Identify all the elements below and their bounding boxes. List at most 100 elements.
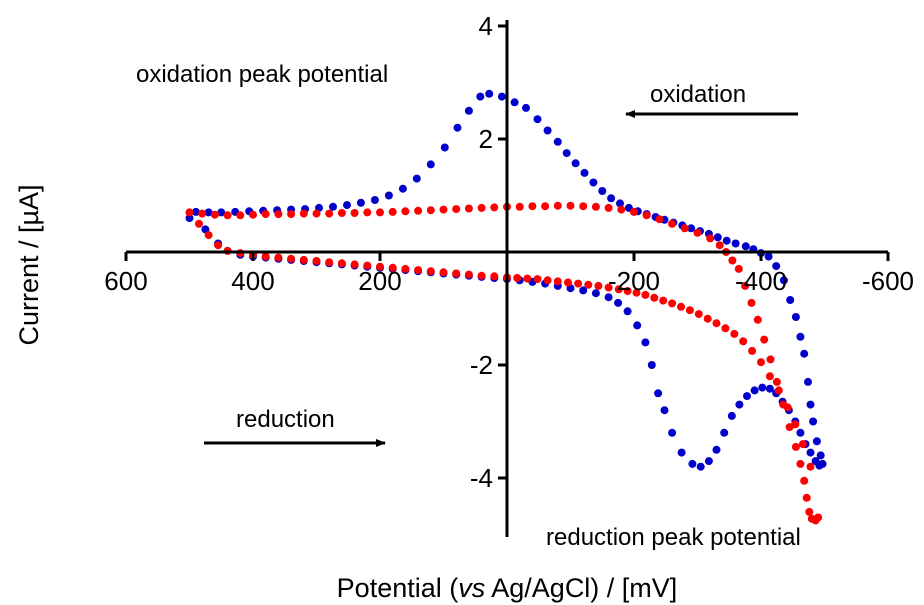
data-point bbox=[800, 349, 809, 358]
data-point bbox=[668, 428, 677, 437]
data-point bbox=[814, 513, 823, 522]
data-point bbox=[533, 115, 542, 124]
data-point bbox=[796, 428, 805, 437]
data-point bbox=[779, 276, 788, 285]
data-point bbox=[356, 198, 365, 207]
data-point bbox=[412, 174, 421, 183]
oxidation-peak-label: oxidation peak potential bbox=[136, 61, 388, 88]
data-point bbox=[791, 313, 800, 321]
data-point bbox=[522, 103, 530, 112]
data-point bbox=[401, 264, 410, 273]
data-point bbox=[677, 448, 686, 457]
data-point bbox=[541, 202, 550, 211]
data-point bbox=[614, 285, 623, 294]
data-point bbox=[604, 203, 613, 212]
series-2 bbox=[185, 201, 823, 525]
data-point bbox=[704, 457, 713, 466]
data-point bbox=[191, 207, 200, 216]
data-point bbox=[490, 203, 499, 212]
data-point bbox=[660, 406, 669, 415]
data-point bbox=[523, 274, 532, 283]
data-point bbox=[812, 437, 821, 446]
data-point bbox=[712, 319, 721, 328]
data-point bbox=[739, 337, 748, 346]
data-point bbox=[426, 267, 435, 276]
data-point bbox=[623, 287, 632, 295]
data-point bbox=[513, 274, 522, 282]
data-point bbox=[287, 210, 296, 219]
data-point bbox=[274, 253, 283, 262]
y-tick-label: 2 bbox=[479, 124, 493, 154]
data-point bbox=[439, 205, 448, 214]
data-point bbox=[363, 208, 372, 217]
data-point bbox=[685, 306, 694, 315]
data-point bbox=[791, 442, 800, 451]
data-point bbox=[809, 417, 818, 426]
data-point bbox=[384, 191, 393, 200]
data-point bbox=[343, 201, 351, 210]
data-point bbox=[741, 281, 750, 290]
axis-ticks: 600 400 200 -200 -400 -600 4 2 -2 -4 bbox=[104, 11, 914, 493]
data-point bbox=[791, 420, 800, 429]
data-point bbox=[668, 219, 677, 228]
data-point bbox=[765, 372, 774, 381]
x-tick-label: -400 bbox=[735, 266, 787, 296]
reduction-label: reduction bbox=[236, 406, 335, 433]
data-point bbox=[760, 335, 769, 344]
data-point bbox=[388, 207, 397, 216]
data-point bbox=[764, 252, 773, 261]
data-point bbox=[805, 507, 814, 516]
data-point bbox=[571, 159, 580, 168]
data-point bbox=[806, 400, 815, 409]
data-point bbox=[772, 377, 781, 386]
data-point bbox=[757, 358, 765, 367]
data-point bbox=[650, 293, 659, 302]
data-point bbox=[299, 209, 308, 218]
data-point bbox=[798, 440, 807, 449]
data-point bbox=[579, 202, 588, 211]
data-point bbox=[753, 315, 762, 324]
data-point bbox=[363, 261, 372, 270]
data-point bbox=[687, 224, 696, 233]
data-point bbox=[376, 208, 384, 217]
data-point bbox=[802, 493, 811, 502]
data-point bbox=[426, 206, 435, 215]
data-point bbox=[376, 262, 384, 271]
data-point bbox=[543, 276, 552, 285]
data-point bbox=[426, 160, 435, 169]
data-point bbox=[579, 286, 588, 295]
data-point bbox=[728, 256, 737, 265]
data-point bbox=[388, 263, 397, 272]
data-point bbox=[734, 264, 743, 273]
data-point bbox=[329, 202, 337, 211]
data-point bbox=[476, 92, 485, 101]
data-point bbox=[730, 329, 739, 338]
data-point bbox=[721, 324, 730, 333]
data-point bbox=[299, 255, 308, 264]
data-point bbox=[693, 228, 702, 237]
data-point bbox=[337, 209, 346, 217]
data-point bbox=[566, 201, 575, 210]
data-point bbox=[477, 203, 486, 212]
data-point bbox=[261, 252, 270, 261]
data-point bbox=[261, 210, 270, 219]
x-tick-label: 400 bbox=[231, 266, 274, 296]
data-point bbox=[804, 377, 812, 386]
data-point bbox=[796, 459, 805, 468]
data-point bbox=[642, 211, 651, 220]
data-point bbox=[185, 208, 194, 217]
data-point bbox=[204, 231, 213, 240]
data-point bbox=[553, 201, 562, 210]
data-point bbox=[594, 281, 603, 290]
x-tick-label: 600 bbox=[104, 266, 147, 296]
data-point bbox=[325, 258, 334, 267]
data-point bbox=[217, 208, 226, 217]
data-point bbox=[195, 219, 203, 228]
data-point bbox=[439, 268, 448, 277]
data-point bbox=[694, 310, 703, 319]
y-axis-title: Current / [µA] bbox=[14, 184, 44, 345]
data-point bbox=[741, 242, 750, 251]
data-point bbox=[647, 361, 656, 369]
data-point bbox=[452, 269, 461, 278]
